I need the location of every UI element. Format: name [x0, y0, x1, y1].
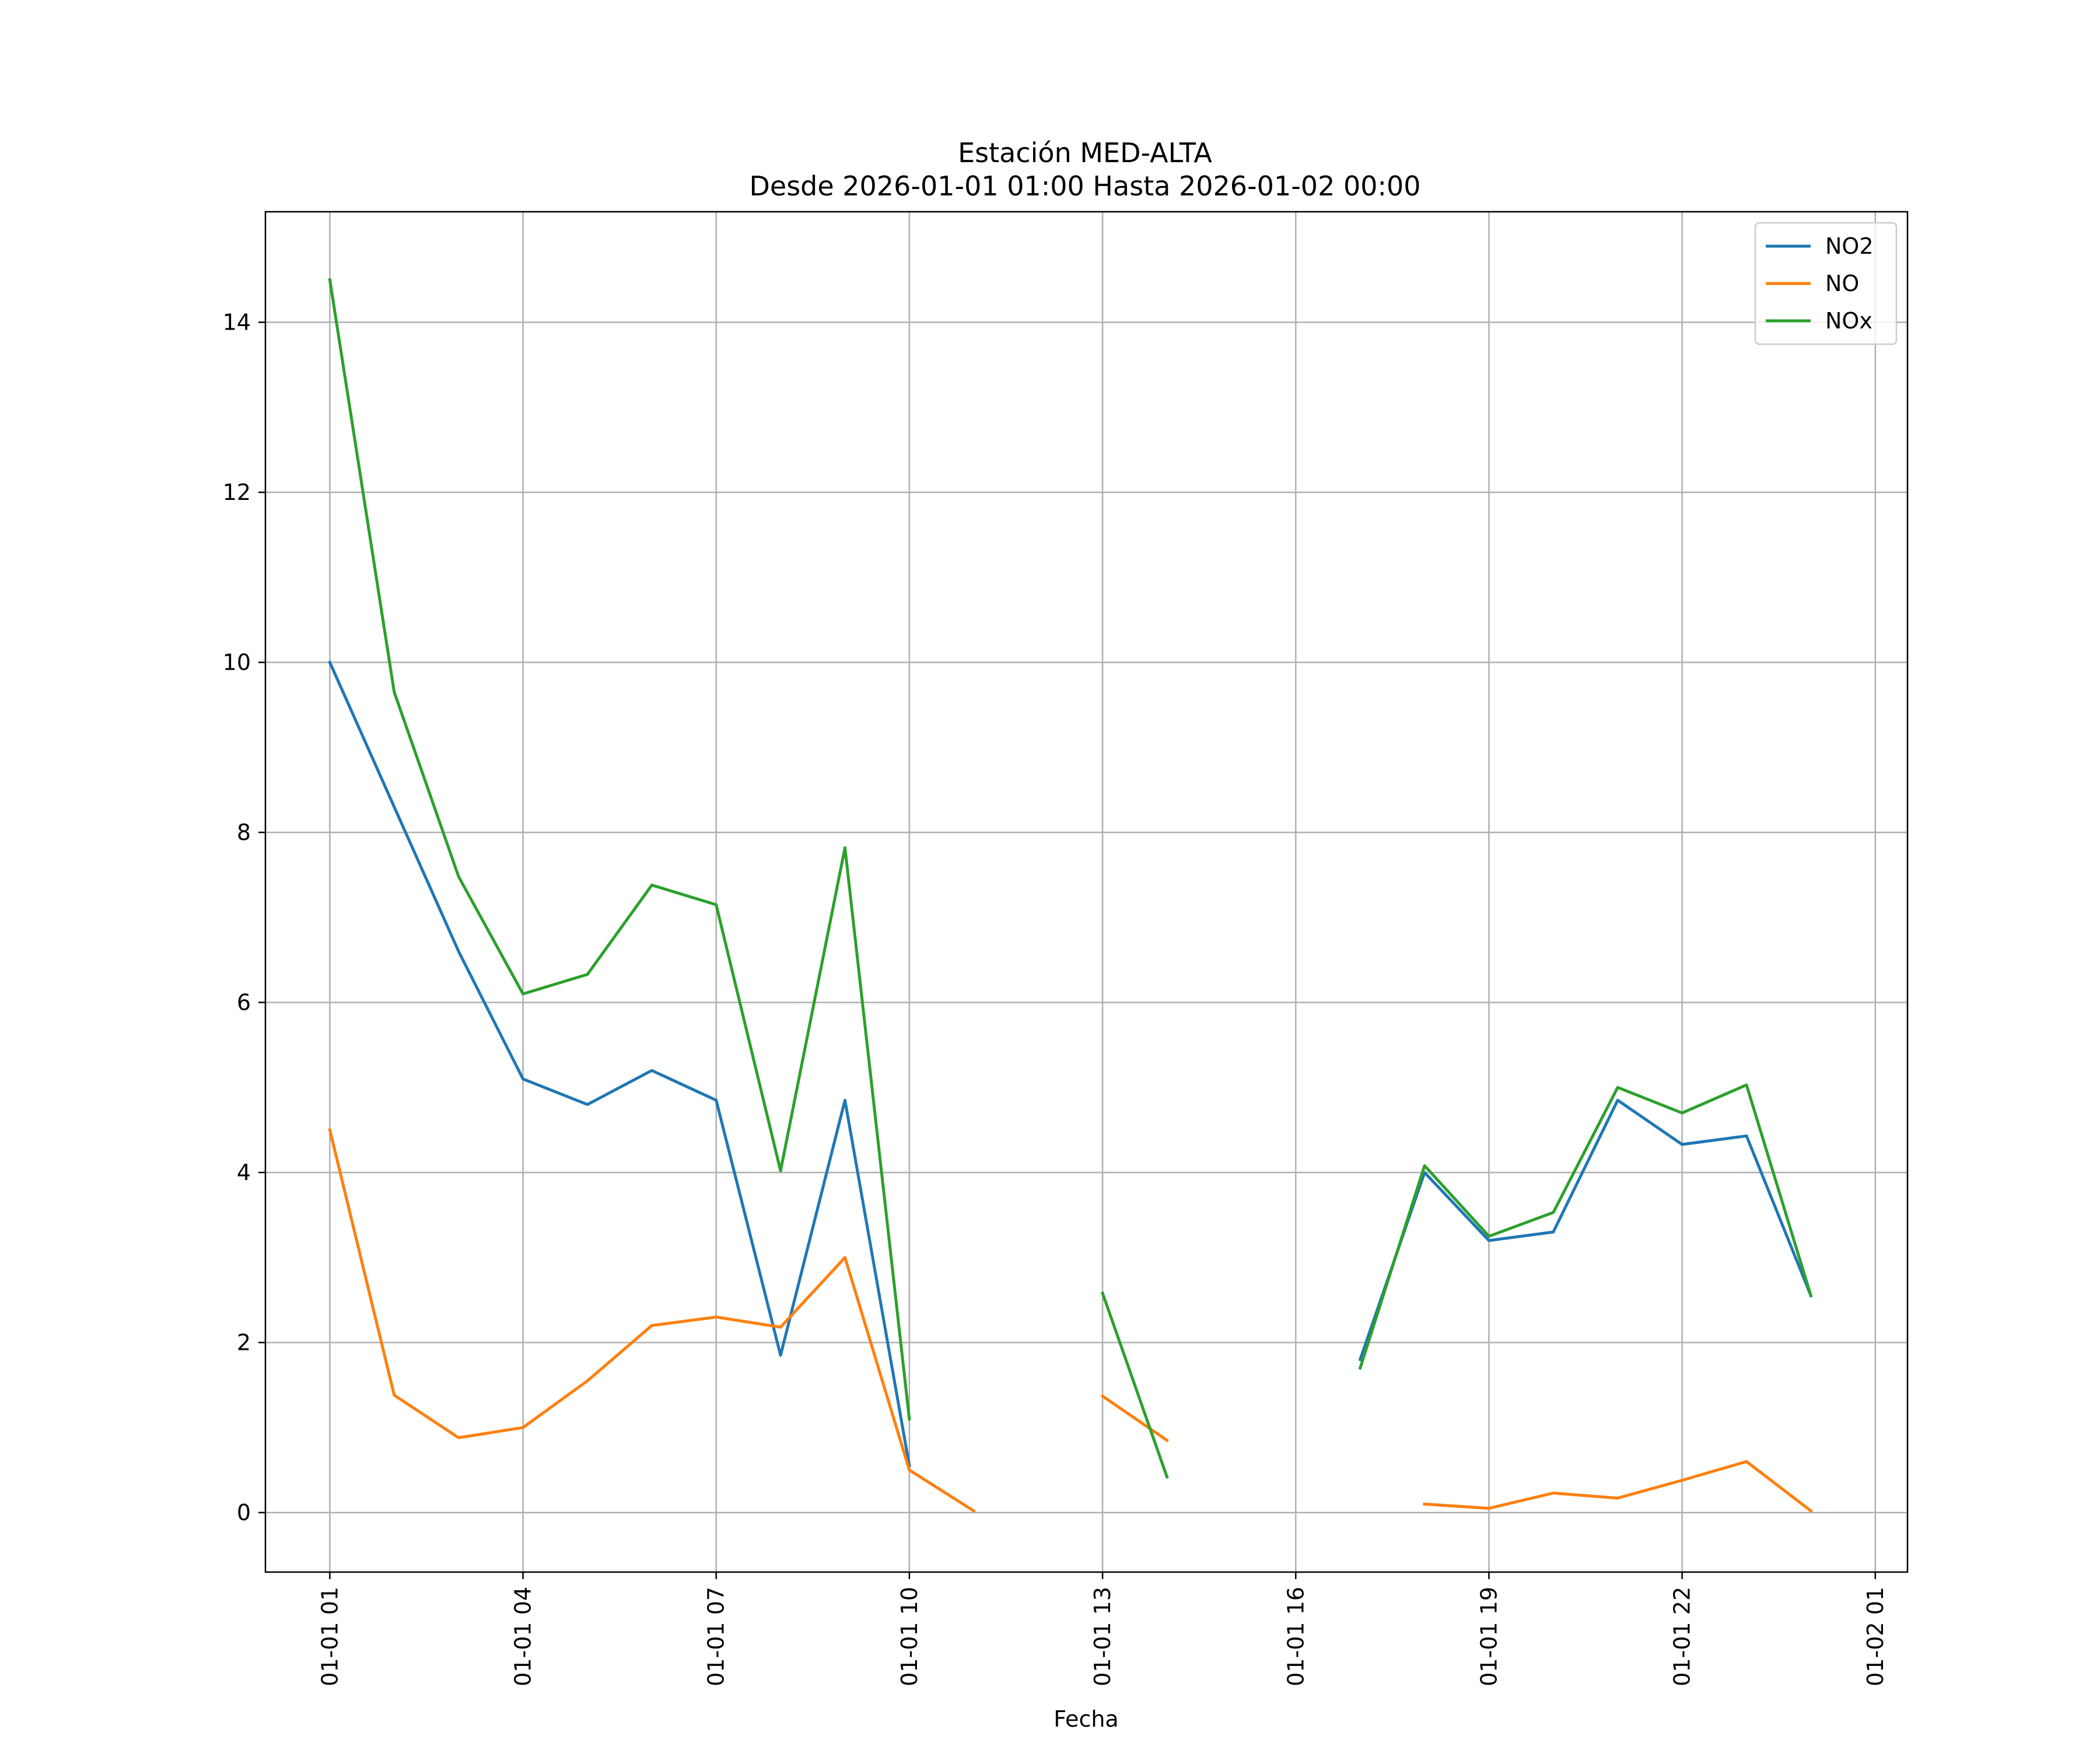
legend-box [1754, 222, 1898, 345]
series-line-segment [1100, 1394, 1169, 1443]
grid [265, 212, 1908, 1572]
chart-title-line-1: Estación MED-ALTA [958, 137, 1212, 169]
y-tick-label: 6 [237, 989, 251, 1015]
series-no [328, 1128, 1813, 1513]
series-line-segment [328, 1128, 976, 1513]
y-tick-label: 12 [223, 480, 251, 505]
legend-label: NOx [1825, 308, 1873, 334]
plot-area-frame [264, 211, 1909, 1573]
x-axis-ticks: 01-01 01 01-01 04 01-01 07 01-01 10 01-01 13… [317, 1572, 1888, 1686]
x-tick-label: 01-01 04 [510, 1587, 536, 1686]
x-tick-label: 01-01 10 [897, 1587, 922, 1686]
x-tick-label: 01-01 01 [317, 1587, 342, 1686]
series-line-segment [328, 278, 911, 1421]
series-nox [328, 278, 1813, 1479]
y-tick-label: 2 [237, 1329, 251, 1355]
series-line-segment [1100, 1291, 1169, 1479]
x-tick-label: 01-01 22 [1670, 1587, 1695, 1686]
y-tick-label: 10 [223, 649, 251, 675]
series-line-segment [328, 660, 911, 1468]
x-tick-label: 01-02 01 [1863, 1587, 1888, 1686]
x-tick-label: 01-01 07 [704, 1587, 729, 1686]
series-lines [328, 278, 1813, 1513]
y-tick-label: 14 [223, 309, 251, 335]
series-line-segment [1358, 1098, 1813, 1362]
x-tick-label: 01-01 16 [1283, 1587, 1308, 1686]
legend-label: NO2 [1825, 233, 1874, 259]
legend-label: NO [1825, 271, 1859, 296]
x-axis-label: Fecha [1054, 1706, 1118, 1732]
series-line-segment [1423, 1460, 1813, 1513]
x-tick-label: 01-01 13 [1090, 1587, 1115, 1686]
series-line-segment [1358, 1083, 1813, 1370]
series-no2 [328, 660, 1813, 1468]
y-tick-label: 0 [237, 1500, 251, 1525]
chart-title-line-2: Desde 2026-01-01 01:00 Hasta 2026-01-02 … [749, 170, 1420, 202]
x-tick-label: 01-01 19 [1476, 1587, 1502, 1686]
y-axis-ticks: 0 2 4 6 8 10 12 14 [223, 309, 265, 1525]
y-tick-label: 8 [237, 820, 251, 845]
legend: NO2 NO NOx [1754, 222, 1898, 345]
y-tick-label: 4 [237, 1160, 251, 1185]
